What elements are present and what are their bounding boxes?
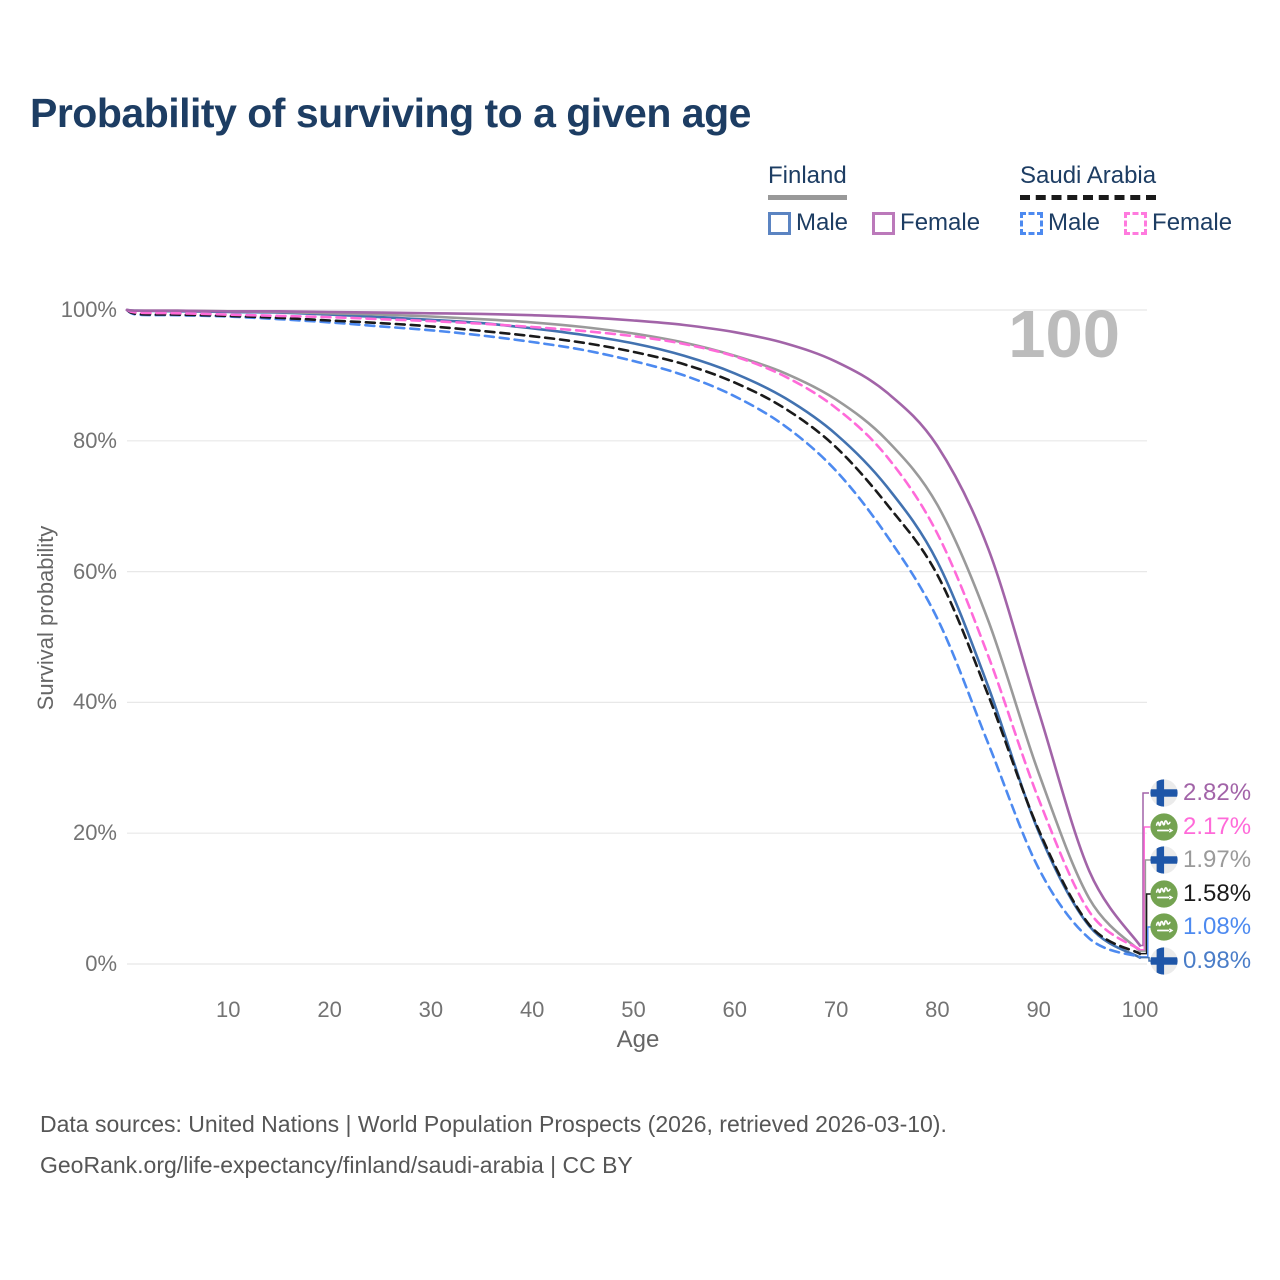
y-tick-label-0: 0% (85, 951, 117, 976)
end-label-value: 0.98% (1183, 947, 1252, 974)
end-connector-finland-female (1140, 792, 1149, 947)
legend-item-saudi-male[interactable]: Male (1020, 209, 1100, 237)
x-tick-label-70: 70 (823, 997, 849, 1022)
end-label-row-saudi-arabia-female[interactable]: 2.17% (1150, 811, 1251, 843)
saudi-arabia-flag-icon (1150, 813, 1178, 841)
y-tick-label-100: 100% (60, 297, 117, 322)
y-tick-label-40: 40% (72, 689, 117, 715)
saudi-male-swatch-icon (1020, 211, 1043, 235)
series-line-finland-female[interactable] (125, 308, 1142, 947)
series-line-saudi-arabia-male[interactable] (125, 308, 1142, 959)
legend-item-saudi-female[interactable]: Female (1124, 209, 1232, 237)
saudi-arabia-flag-icon (1150, 913, 1178, 941)
legend-items-saudi-arabia: Male Female (1020, 209, 1256, 237)
finland-flag-icon (1150, 947, 1178, 975)
legend-label-saudi-female: Female (1152, 209, 1233, 236)
x-tick-label-60: 60 (722, 997, 748, 1022)
footer-data-sources: Data sources: United Nations | World Pop… (40, 1111, 947, 1137)
footer-attribution: GeoRank.org/life-expectancy/finland/saud… (40, 1152, 633, 1178)
series-line-finland[interactable] (125, 308, 1142, 953)
saudi-arabia-flag-icon (1150, 813, 1178, 841)
x-tick-label-90: 90 (1026, 997, 1051, 1022)
end-label-row-saudi-arabia-male[interactable]: 1.08% (1150, 911, 1251, 943)
end-label-row-finland-male[interactable]: 0.98% (1150, 945, 1251, 977)
x-tick-label-10: 10 (216, 997, 241, 1022)
legend-label-finland-male: Male (796, 209, 849, 236)
legend-label-saudi-male: Male (1048, 209, 1101, 236)
legend-group-finland: Finland Male Female (768, 162, 1004, 237)
legend-country-finland[interactable]: Finland (768, 162, 847, 200)
legend-item-finland-female[interactable]: Female (872, 209, 980, 237)
legend-country-saudi-arabia[interactable]: Saudi Arabia (1020, 162, 1157, 200)
saudi-arabia-flag-icon (1150, 913, 1178, 941)
legend-items-finland: Male Female (768, 209, 1004, 237)
saudi-arabia-flag-icon (1150, 880, 1178, 908)
x-tick-label-20: 20 (317, 997, 342, 1022)
x-tick-label-100: 100 (1121, 997, 1159, 1022)
legend-item-finland-male[interactable]: Male (768, 209, 848, 237)
finland-male-swatch-icon (768, 211, 791, 235)
x-tick-label-50: 50 (621, 997, 646, 1022)
x-axis-title: Age (616, 1026, 660, 1053)
y-tick-label-20: 20% (72, 820, 117, 846)
series-line-finland-male[interactable] (125, 308, 1142, 959)
y-tick-label-80: 80% (72, 427, 117, 453)
legend-label-finland-female: Female (900, 209, 981, 236)
end-label-row-finland[interactable]: 1.97% (1150, 844, 1251, 876)
end-connector-finland (1140, 859, 1152, 952)
page-title: Probability of surviving to a given age (30, 90, 751, 136)
y-axis-title: Survival probability (33, 525, 58, 711)
x-tick-label-80: 80 (925, 997, 950, 1022)
y-tick-label-60: 60% (72, 558, 117, 584)
end-label-value: 2.17% (1183, 813, 1252, 840)
end-label-row-saudi-arabia[interactable]: 1.58% (1150, 878, 1251, 910)
finland-flag-icon (1150, 779, 1178, 807)
x-tick-label-40: 40 (519, 997, 545, 1022)
saudi-arabia-flag-icon (1150, 880, 1178, 908)
x-tick-label-30: 30 (418, 997, 444, 1022)
end-label-value: 1.58% (1183, 880, 1252, 907)
saudi-female-swatch-icon (1124, 211, 1148, 235)
series-line-saudi-arabia-female[interactable] (125, 308, 1142, 952)
footer: Data sources: United Nations | World Pop… (40, 1104, 947, 1186)
finland-flag-icon (1150, 947, 1178, 975)
finland-flag-icon (1150, 846, 1178, 874)
end-label-row-finland-female[interactable]: 2.82% (1150, 777, 1251, 809)
end-connector-saudi-arabia-female (1140, 826, 1151, 951)
finland-flag-icon (1150, 779, 1178, 807)
series-line-saudi-arabia[interactable] (125, 308, 1142, 955)
end-label-value: 1.97% (1183, 846, 1252, 873)
end-label-value: 2.82% (1183, 779, 1252, 806)
finland-flag-icon (1150, 846, 1178, 874)
finland-female-swatch-icon (872, 211, 896, 235)
age-watermark: 100 (1008, 297, 1120, 372)
legend-group-saudi-arabia: Saudi Arabia Male Female (1020, 162, 1256, 237)
end-connector-saudi-arabia (1140, 893, 1153, 955)
end-label-value: 1.08% (1183, 913, 1252, 940)
